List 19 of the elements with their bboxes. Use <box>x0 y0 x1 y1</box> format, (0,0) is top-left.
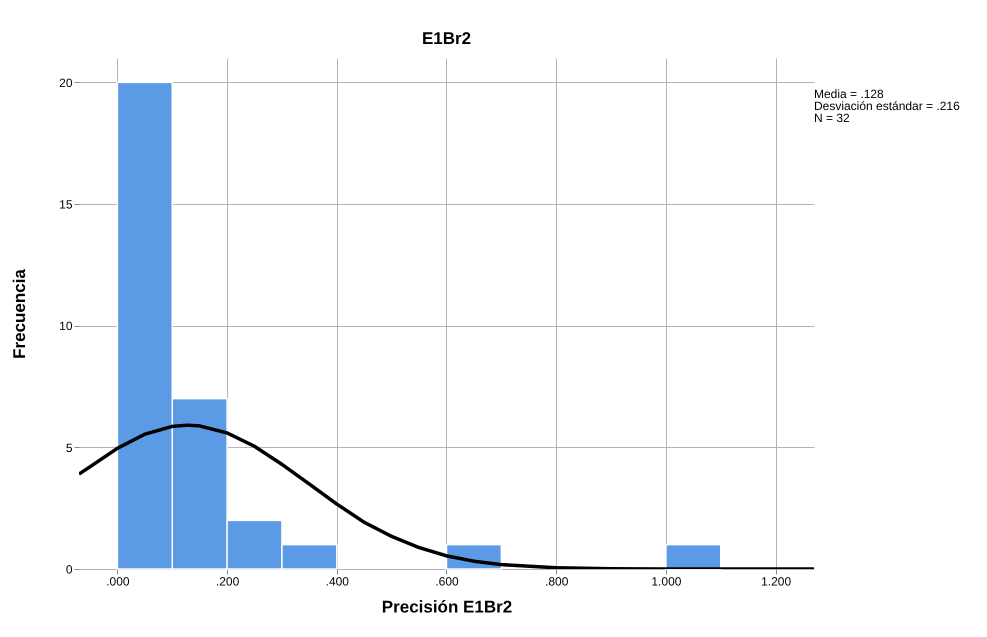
x-tick-label: .800 <box>545 574 569 588</box>
x-tick-label: .400 <box>326 574 350 588</box>
annotation: Media = .128 <box>814 87 885 101</box>
annotation: N = 32 <box>814 111 851 125</box>
y-axis-title: Frecuencia <box>10 268 30 359</box>
y-tick-label: 5 <box>66 440 73 455</box>
x-tick-label: .200 <box>216 574 240 588</box>
y-tick-label: 15 <box>59 198 73 212</box>
x-tick-label: 1.000 <box>651 574 682 588</box>
x-tick-label: .000 <box>106 574 130 588</box>
x-tick-label: 1.200 <box>761 574 792 588</box>
annotation: Desviación estándar = .216 <box>814 99 960 113</box>
y-tick-label: 20 <box>59 76 73 90</box>
x-axis-title: Precisión E1Br2 <box>382 598 512 616</box>
line-series <box>79 423 814 569</box>
x-tick-label: .600 <box>435 574 459 588</box>
chart-title: E1Br2 <box>422 29 472 48</box>
y-tick-label: 0 <box>66 562 73 576</box>
y-tick-label: 10 <box>59 319 73 334</box>
